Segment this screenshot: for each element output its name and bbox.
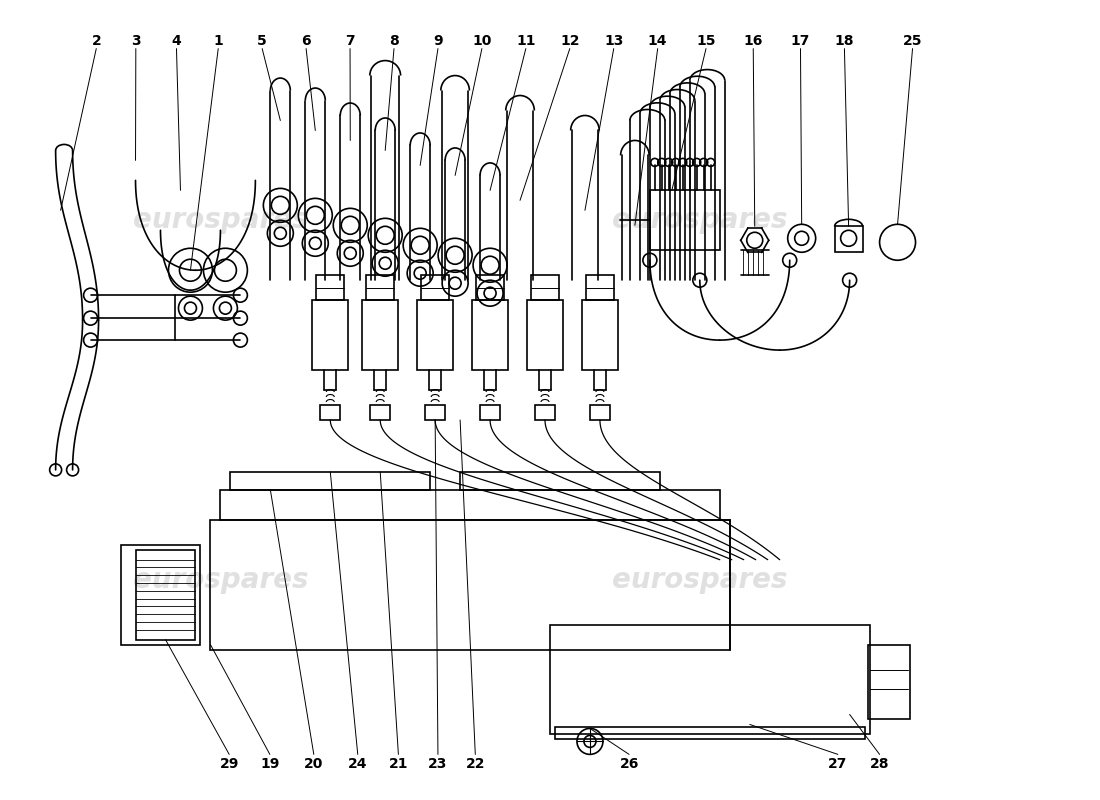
Text: 10: 10 bbox=[472, 34, 492, 48]
Bar bbox=[650, 190, 719, 250]
Text: 3: 3 bbox=[131, 34, 141, 48]
Text: 15: 15 bbox=[696, 34, 716, 48]
Text: 14: 14 bbox=[648, 34, 668, 48]
Text: 27: 27 bbox=[828, 758, 847, 771]
Bar bbox=[135, 550, 196, 639]
Bar bbox=[480, 405, 501, 420]
Bar bbox=[317, 275, 344, 300]
Text: 16: 16 bbox=[744, 34, 763, 48]
Bar bbox=[312, 300, 349, 370]
Bar bbox=[527, 300, 563, 370]
Bar bbox=[320, 405, 340, 420]
Text: eurospares: eurospares bbox=[612, 566, 788, 594]
Bar bbox=[121, 545, 200, 645]
Bar bbox=[230, 472, 430, 490]
Bar bbox=[835, 226, 862, 252]
Text: 18: 18 bbox=[835, 34, 855, 48]
Bar bbox=[366, 275, 394, 300]
Text: 20: 20 bbox=[304, 758, 323, 771]
Bar bbox=[535, 405, 556, 420]
Text: eurospares: eurospares bbox=[133, 206, 308, 234]
Bar bbox=[550, 625, 870, 734]
Text: 12: 12 bbox=[560, 34, 580, 48]
Bar bbox=[417, 300, 453, 370]
Bar bbox=[426, 405, 446, 420]
Bar bbox=[556, 727, 865, 739]
Text: 19: 19 bbox=[261, 758, 279, 771]
Text: 22: 22 bbox=[465, 758, 485, 771]
Bar bbox=[476, 275, 504, 300]
Bar bbox=[531, 275, 559, 300]
Text: 6: 6 bbox=[301, 34, 311, 48]
Bar bbox=[586, 275, 614, 300]
Bar bbox=[220, 490, 719, 520]
Text: eurospares: eurospares bbox=[612, 206, 788, 234]
Bar bbox=[472, 300, 508, 370]
Text: 28: 28 bbox=[870, 758, 889, 771]
Text: 17: 17 bbox=[791, 34, 811, 48]
Bar bbox=[590, 405, 609, 420]
Text: 21: 21 bbox=[388, 758, 408, 771]
Text: eurospares: eurospares bbox=[133, 566, 308, 594]
Text: 25: 25 bbox=[903, 34, 922, 48]
Text: 7: 7 bbox=[345, 34, 355, 48]
Text: 5: 5 bbox=[257, 34, 267, 48]
Text: 23: 23 bbox=[428, 758, 448, 771]
Bar bbox=[868, 645, 910, 719]
Text: 13: 13 bbox=[604, 34, 624, 48]
Bar bbox=[582, 300, 618, 370]
Text: 8: 8 bbox=[389, 34, 399, 48]
Bar bbox=[421, 275, 449, 300]
Text: 4: 4 bbox=[172, 34, 182, 48]
Bar bbox=[371, 405, 390, 420]
Text: 2: 2 bbox=[91, 34, 101, 48]
Text: 9: 9 bbox=[433, 34, 443, 48]
Bar bbox=[210, 520, 729, 650]
Bar bbox=[460, 472, 660, 490]
Text: 11: 11 bbox=[516, 34, 536, 48]
Text: 24: 24 bbox=[348, 758, 367, 771]
Text: 26: 26 bbox=[619, 758, 639, 771]
Text: 1: 1 bbox=[213, 34, 223, 48]
Text: 29: 29 bbox=[220, 758, 239, 771]
Bar bbox=[362, 300, 398, 370]
